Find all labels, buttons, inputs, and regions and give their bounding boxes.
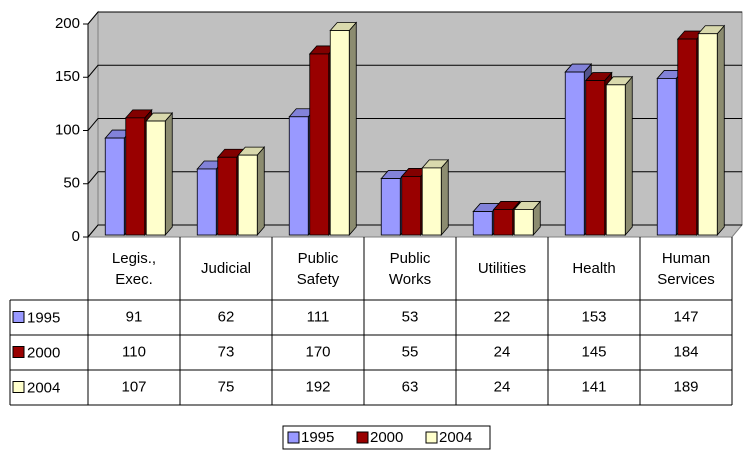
bar-side (256, 146, 265, 237)
bar (513, 209, 534, 236)
category-label: Human Services (657, 249, 715, 288)
grid-line (87, 64, 742, 78)
table-value: 141 (581, 378, 606, 395)
bar (585, 80, 606, 236)
category-label: Health (572, 260, 616, 277)
legend-label: 2000 (370, 429, 403, 446)
table-value: 22 (494, 308, 511, 325)
bar (288, 116, 309, 236)
category-label: Judicial (200, 260, 252, 277)
grid-line (87, 11, 742, 25)
bar (237, 154, 258, 236)
bar (656, 78, 677, 236)
table-value: 91 (126, 308, 143, 325)
y-tick-label: 100 (55, 121, 80, 138)
table-value: 73 (218, 343, 235, 360)
bar-side (348, 21, 357, 237)
table-value: 24 (494, 343, 511, 360)
legend-key (356, 431, 369, 444)
legend-key (12, 311, 25, 323)
bar (605, 84, 626, 236)
table-value: 62 (218, 308, 235, 325)
bar (125, 117, 146, 236)
legend-label: 1995 (301, 429, 334, 446)
bar (697, 33, 718, 236)
table-value: 189 (673, 378, 698, 395)
bar (401, 176, 422, 236)
table-series-label: 1995 (27, 309, 60, 326)
table-series-label: 2000 (27, 344, 60, 361)
bar (421, 167, 442, 236)
category-label: Public Safety (296, 249, 340, 288)
y-tick-label: 50 (63, 175, 80, 192)
bar-side (716, 24, 725, 237)
y-tick-label: 150 (55, 68, 80, 85)
legend-key (425, 431, 438, 444)
bar (104, 137, 125, 236)
table-value: 24 (494, 378, 511, 395)
legend-key (12, 381, 25, 393)
category-label: Public Works (388, 249, 432, 288)
legend-label: 2004 (439, 429, 472, 446)
bar-side (624, 75, 633, 237)
table-value: 170 (305, 343, 330, 360)
bar (309, 53, 330, 236)
table-value: 53 (402, 308, 419, 325)
table-value: 55 (402, 343, 419, 360)
category-label: Utilities (477, 260, 527, 277)
bar (329, 30, 350, 236)
grid-line (87, 118, 742, 131)
table-value: 184 (673, 343, 698, 360)
table-value: 145 (581, 343, 606, 360)
bar (217, 156, 238, 236)
bar (472, 211, 493, 236)
table-value: 153 (581, 308, 606, 325)
table-value: 147 (673, 308, 698, 325)
legend-key (287, 431, 300, 444)
legend-box (282, 425, 491, 450)
bar-side (164, 111, 173, 237)
bar (493, 209, 514, 236)
table-value: 63 (402, 378, 419, 395)
table-value: 75 (218, 378, 235, 395)
category-label: Legis., Exec. (111, 249, 157, 288)
bar (564, 71, 585, 236)
bar (677, 38, 698, 236)
bar (145, 120, 166, 236)
bar (196, 168, 217, 236)
table-series-label: 2004 (27, 379, 60, 396)
y-tick-label: 0 (72, 228, 80, 245)
legend-key (12, 346, 25, 358)
table-value: 110 (122, 343, 146, 360)
table-value: 111 (307, 308, 330, 325)
bar-side (440, 158, 449, 237)
table-value: 107 (121, 378, 146, 395)
grid-line (87, 171, 742, 185)
y-tick-label: 200 (55, 15, 80, 32)
table-value: 192 (305, 378, 330, 395)
bar (380, 178, 401, 236)
